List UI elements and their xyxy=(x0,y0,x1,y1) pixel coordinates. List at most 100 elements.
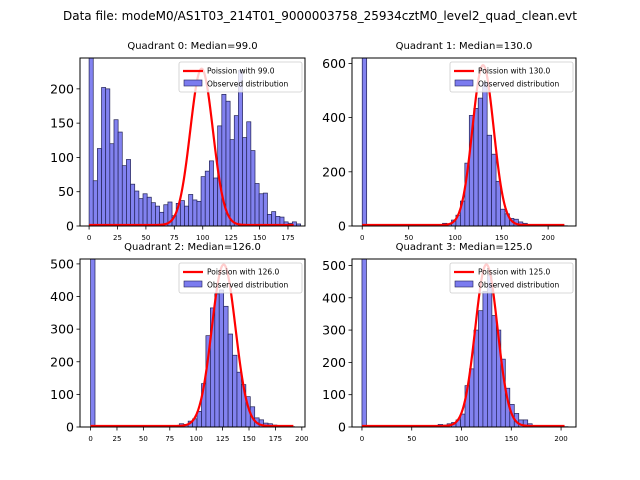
x-tick-label: 100 xyxy=(196,234,209,242)
figure-suptitle: Data file: modeM0/AS1T03_214T01_90000037… xyxy=(63,9,577,23)
x-tick-label: 25 xyxy=(113,435,122,443)
y-tick-label: 150 xyxy=(50,116,74,131)
histogram-bar xyxy=(109,143,115,226)
histogram-bar xyxy=(138,198,144,226)
histogram-bar xyxy=(227,333,233,427)
x-tick-label: 0 xyxy=(87,234,91,242)
x-tick-label: 0 xyxy=(88,435,92,443)
x-tick-label: 0 xyxy=(360,435,364,443)
poisson-curve xyxy=(89,67,294,226)
histogram-bar xyxy=(487,274,493,427)
histogram-bar xyxy=(500,208,506,226)
x-tick-label: 50 xyxy=(404,234,413,242)
histogram-bar xyxy=(130,183,136,226)
histogram-bar xyxy=(113,119,119,226)
y-tick-label: 400 xyxy=(322,290,346,305)
histogram-bar xyxy=(361,58,368,226)
histogram-bar xyxy=(126,159,131,226)
axes-frame xyxy=(79,258,306,428)
histogram-bar xyxy=(250,150,256,226)
histogram-bar xyxy=(117,131,123,226)
legend-bar-swatch xyxy=(183,79,203,87)
histogram-bar xyxy=(192,199,198,226)
legend-box xyxy=(178,262,303,294)
legend: Poission with 130.0 Observed distribution xyxy=(449,61,574,93)
y-tick-label: 100 xyxy=(50,387,74,402)
panel-title: Quadrant 1: Median=130.0 xyxy=(396,41,533,52)
y-tick-label: 50 xyxy=(58,184,74,199)
histogram-bar xyxy=(491,153,497,226)
y-tick-label: 0 xyxy=(66,420,74,435)
histogram-bar xyxy=(238,69,243,226)
histogram-bar xyxy=(246,121,252,226)
histogram-bar xyxy=(214,293,220,427)
legend-label-observed: Observed distribution xyxy=(207,80,288,89)
histogram-bar xyxy=(223,305,229,427)
histogram-bar xyxy=(97,148,102,226)
histogram-bar xyxy=(218,289,225,427)
legend-bar-swatch xyxy=(454,280,474,288)
x-tick-label: 200 xyxy=(554,435,567,443)
y-tick-label: 200 xyxy=(50,354,74,369)
y-tick-label: 100 xyxy=(322,387,346,402)
legend-box xyxy=(178,61,303,93)
x-tick-label: 100 xyxy=(190,435,203,443)
histogram-bar xyxy=(200,176,206,226)
legend-box xyxy=(449,61,574,93)
poisson-curve xyxy=(90,263,294,427)
panel-quadrant-3: Quadrant 3: Median=125.00100200300400500… xyxy=(322,242,577,443)
x-tick-label: 75 xyxy=(165,435,174,443)
histogram-bar xyxy=(495,180,501,226)
histogram-bar xyxy=(142,193,148,226)
histogram-bar xyxy=(258,193,264,226)
x-tick-label: 50 xyxy=(141,234,150,242)
x-tick-label: 75 xyxy=(170,234,179,242)
histogram-bar xyxy=(184,205,189,226)
histogram-bar xyxy=(232,354,238,427)
histogram-bar xyxy=(209,160,214,226)
x-tick-label: 150 xyxy=(495,234,508,242)
axes-frame xyxy=(351,57,577,227)
x-tick-label: 200 xyxy=(295,435,308,443)
histogram-bar xyxy=(155,205,160,226)
histogram-bar xyxy=(121,165,127,226)
histogram-bar xyxy=(242,137,248,226)
poisson-curve xyxy=(362,63,565,226)
y-tick-label: 500 xyxy=(50,256,74,271)
y-tick-label: 200 xyxy=(322,355,346,370)
x-tick-label: 200 xyxy=(541,234,554,242)
panel-quadrant-1: Quadrant 1: Median=130.0 0 200 400 600 0 50 100… xyxy=(322,41,577,242)
histogram-bar xyxy=(233,115,239,226)
x-tick-label: 50 xyxy=(139,435,148,443)
x-tick-label: 0 xyxy=(360,234,364,242)
legend-label-observed: Observed distribution xyxy=(478,281,559,290)
x-tick-label: 150 xyxy=(253,234,266,242)
y-tick-label: 600 xyxy=(322,56,346,71)
histogram-bar xyxy=(478,310,484,427)
panel-title: Quadrant 3: Median=125.0 xyxy=(396,242,533,253)
histogram-bar xyxy=(361,259,367,427)
y-tick-label: 400 xyxy=(50,289,74,304)
histogram-bar xyxy=(482,82,488,226)
histogram-bar xyxy=(473,108,479,226)
y-tick-label: 500 xyxy=(322,258,346,273)
y-tick-label: 0 xyxy=(338,420,346,435)
histogram-bar xyxy=(146,196,152,226)
histogram-bar xyxy=(88,58,94,226)
y-tick-label: 400 xyxy=(322,110,346,125)
y-tick-label: 0 xyxy=(338,219,346,234)
axes-frame xyxy=(351,258,577,428)
histogram-bar xyxy=(491,315,497,427)
legend-bar-swatch xyxy=(454,79,474,87)
x-tick-label: 175 xyxy=(281,234,294,242)
y-tick-label: 0 xyxy=(66,219,74,234)
x-tick-label: 25 xyxy=(113,234,122,242)
histogram-bar xyxy=(473,329,479,427)
histogram-bar xyxy=(229,139,235,226)
legend-label-observed: Observed distribution xyxy=(207,281,288,290)
panel-title: Quadrant 0: Median=99.0 xyxy=(127,41,257,52)
legend-label-poisson: Poission with 99.0 xyxy=(207,67,275,76)
y-tick-label: 200 xyxy=(322,164,346,179)
histogram-bar xyxy=(486,134,492,226)
